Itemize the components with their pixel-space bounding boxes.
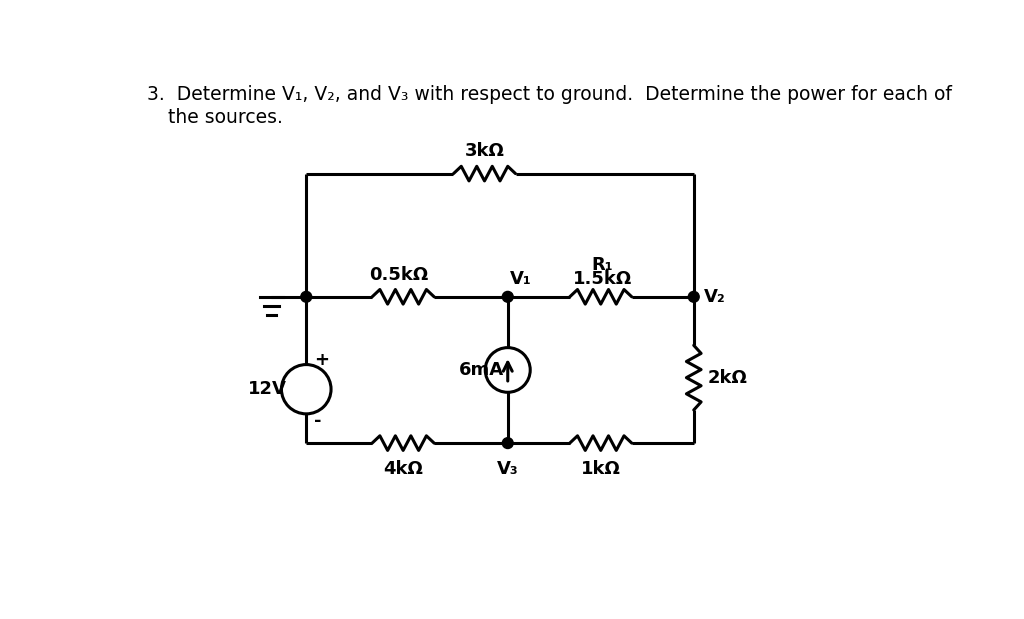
Text: V₁: V₁ (510, 269, 531, 288)
Text: the sources.: the sources. (168, 108, 284, 127)
Text: 6mA: 6mA (459, 361, 504, 379)
Text: 2kΩ: 2kΩ (708, 369, 748, 387)
Text: 1.5kΩ: 1.5kΩ (572, 269, 632, 288)
Text: 3.  Determine V₁, V₂, and V₃ with respect to ground.  Determine the power for ea: 3. Determine V₁, V₂, and V₃ with respect… (147, 85, 952, 104)
Text: 4kΩ: 4kΩ (383, 460, 423, 478)
Text: 12V: 12V (248, 380, 287, 398)
Text: 1kΩ: 1kΩ (581, 460, 621, 478)
Text: +: + (314, 351, 329, 369)
Circle shape (301, 292, 311, 302)
Text: V₂: V₂ (703, 288, 726, 306)
Circle shape (503, 438, 513, 449)
Text: V₃: V₃ (497, 460, 518, 478)
Circle shape (503, 292, 513, 302)
Circle shape (688, 292, 699, 302)
Text: R₁: R₁ (592, 256, 613, 274)
Text: 3kΩ: 3kΩ (465, 142, 505, 160)
Text: -: - (314, 412, 322, 430)
Text: 0.5kΩ: 0.5kΩ (370, 267, 429, 285)
